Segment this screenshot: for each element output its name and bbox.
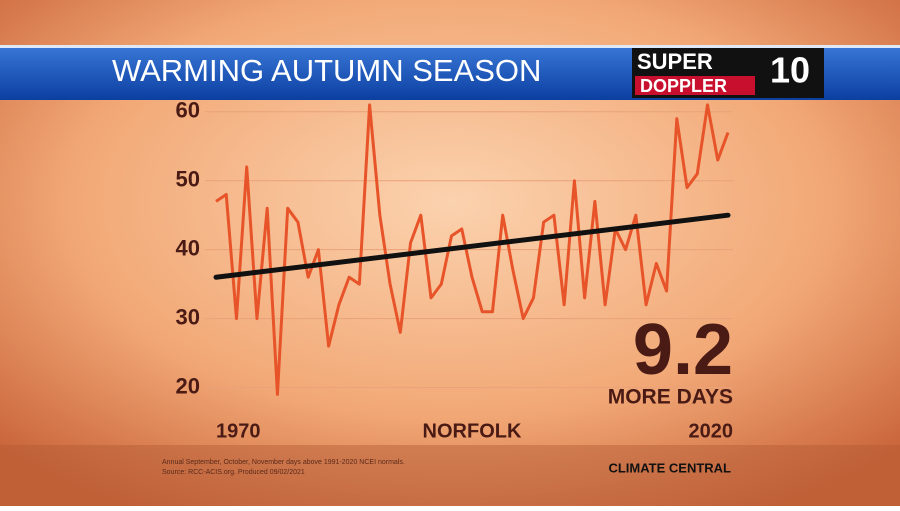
leaves: [0, 445, 900, 506]
logo-band: [635, 76, 755, 95]
location: NORFOLK: [423, 420, 522, 442]
footnote: Annual September, October, November days…: [162, 459, 405, 466]
y-tick-label: 40: [176, 235, 200, 260]
y-tick-label: 60: [176, 98, 200, 123]
big-number: 9.2: [633, 310, 733, 390]
header-title: WARMING AUTUMN SEASON: [112, 53, 541, 88]
y-tick-label: 50: [176, 167, 200, 192]
header-rule: [0, 45, 900, 48]
logo-bottom: DOPPLER: [640, 76, 727, 96]
credit: CLIMATE CENTRAL: [608, 460, 731, 475]
data-line: [215, 103, 730, 396]
y-tick-label: 30: [176, 304, 200, 329]
x-tick-label: 2020: [689, 420, 734, 442]
x-tick-label: 1970: [216, 420, 261, 442]
big-label: MORE DAYS: [608, 386, 733, 409]
logo-number: 10: [770, 50, 810, 91]
footnote: Source: RCC-ACIS.org. Produced 09/02/202…: [162, 469, 305, 476]
trend-line: [213, 212, 731, 280]
logo-top: SUPER: [637, 49, 713, 74]
y-tick-label: 20: [176, 373, 200, 398]
